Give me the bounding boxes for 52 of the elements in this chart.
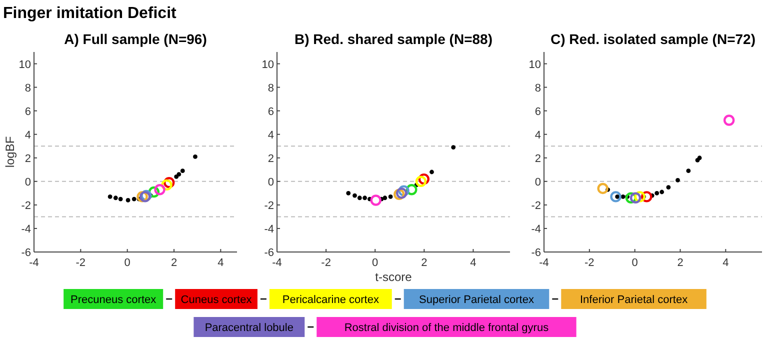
x-tick-label: 0 bbox=[372, 257, 378, 269]
y-tick-label: -6 bbox=[21, 247, 31, 259]
chart-title: B) Red. shared sample (N=88) bbox=[294, 31, 493, 47]
x-tick-label: -2 bbox=[321, 257, 331, 269]
y-tick-label: 6 bbox=[24, 106, 31, 118]
text: Cuneus cortex bbox=[180, 294, 252, 306]
y-tick-label: 6 bbox=[534, 106, 541, 118]
y-tick-label: -2 bbox=[531, 200, 541, 212]
y-axis-title: logBF bbox=[3, 136, 17, 168]
y-tick-label: 4 bbox=[268, 129, 274, 142]
y-tick-label: 2 bbox=[268, 152, 274, 165]
y-tick-label: -4 bbox=[531, 223, 541, 236]
y-tick-label: -4 bbox=[21, 223, 31, 236]
y-tick-label: -2 bbox=[21, 200, 31, 212]
text: Pericalcarine cortex bbox=[282, 294, 380, 306]
y-tick-label: 6 bbox=[268, 106, 274, 118]
x-tick-label: -2 bbox=[584, 257, 594, 269]
x-tick-label: 0 bbox=[632, 257, 638, 269]
y-tick-label: 4 bbox=[534, 129, 541, 142]
y-tick-label: 10 bbox=[18, 58, 31, 71]
x-tick-label: 4 bbox=[218, 257, 224, 269]
y-tick-label: -2 bbox=[264, 200, 274, 212]
y-tick-label: 0 bbox=[534, 176, 541, 188]
x-tick-label: 4 bbox=[722, 257, 729, 269]
chart-subtitle: A) Full sample (N=96) bbox=[64, 31, 207, 47]
y-tick-label: 2 bbox=[24, 152, 31, 165]
x-tick-label: -2 bbox=[76, 257, 86, 269]
y-tick-label: 2 bbox=[534, 152, 541, 165]
y-tick-label: -6 bbox=[531, 247, 541, 259]
y-tick-label: 8 bbox=[534, 82, 541, 94]
y-tick-label: 4 bbox=[24, 129, 31, 142]
x-tick-label: 2 bbox=[677, 257, 684, 269]
x-tick-label: 4 bbox=[470, 257, 476, 269]
y-tick-label: -4 bbox=[264, 223, 274, 236]
x-tick-label: 0 bbox=[124, 257, 130, 269]
y-tick-label: 8 bbox=[268, 82, 274, 94]
y-tick-label: 10 bbox=[262, 58, 274, 71]
y-tick-label: 8 bbox=[24, 82, 31, 94]
x-axis-title: t-score bbox=[375, 270, 412, 284]
text: Paracentral lobule bbox=[204, 322, 294, 334]
chart-title: C) Red. isolated sample (N=72) bbox=[550, 31, 756, 47]
y-tick-label: 10 bbox=[528, 58, 541, 71]
chart-title: Finger imitation Deficit bbox=[3, 5, 178, 22]
y-tick-label: -6 bbox=[264, 247, 274, 259]
text: Precuneus cortex bbox=[70, 294, 157, 306]
text: Inferior Parietal cortex bbox=[580, 294, 688, 306]
x-tick-label: 2 bbox=[421, 257, 428, 269]
y-tick-label: 0 bbox=[268, 176, 274, 188]
text: Rostral division of the middle frontal gyrus bbox=[344, 322, 550, 334]
y-tick-label: 0 bbox=[24, 176, 31, 188]
text: Superior Parietal cortex bbox=[419, 294, 534, 306]
x-tick-label: 2 bbox=[170, 257, 178, 269]
